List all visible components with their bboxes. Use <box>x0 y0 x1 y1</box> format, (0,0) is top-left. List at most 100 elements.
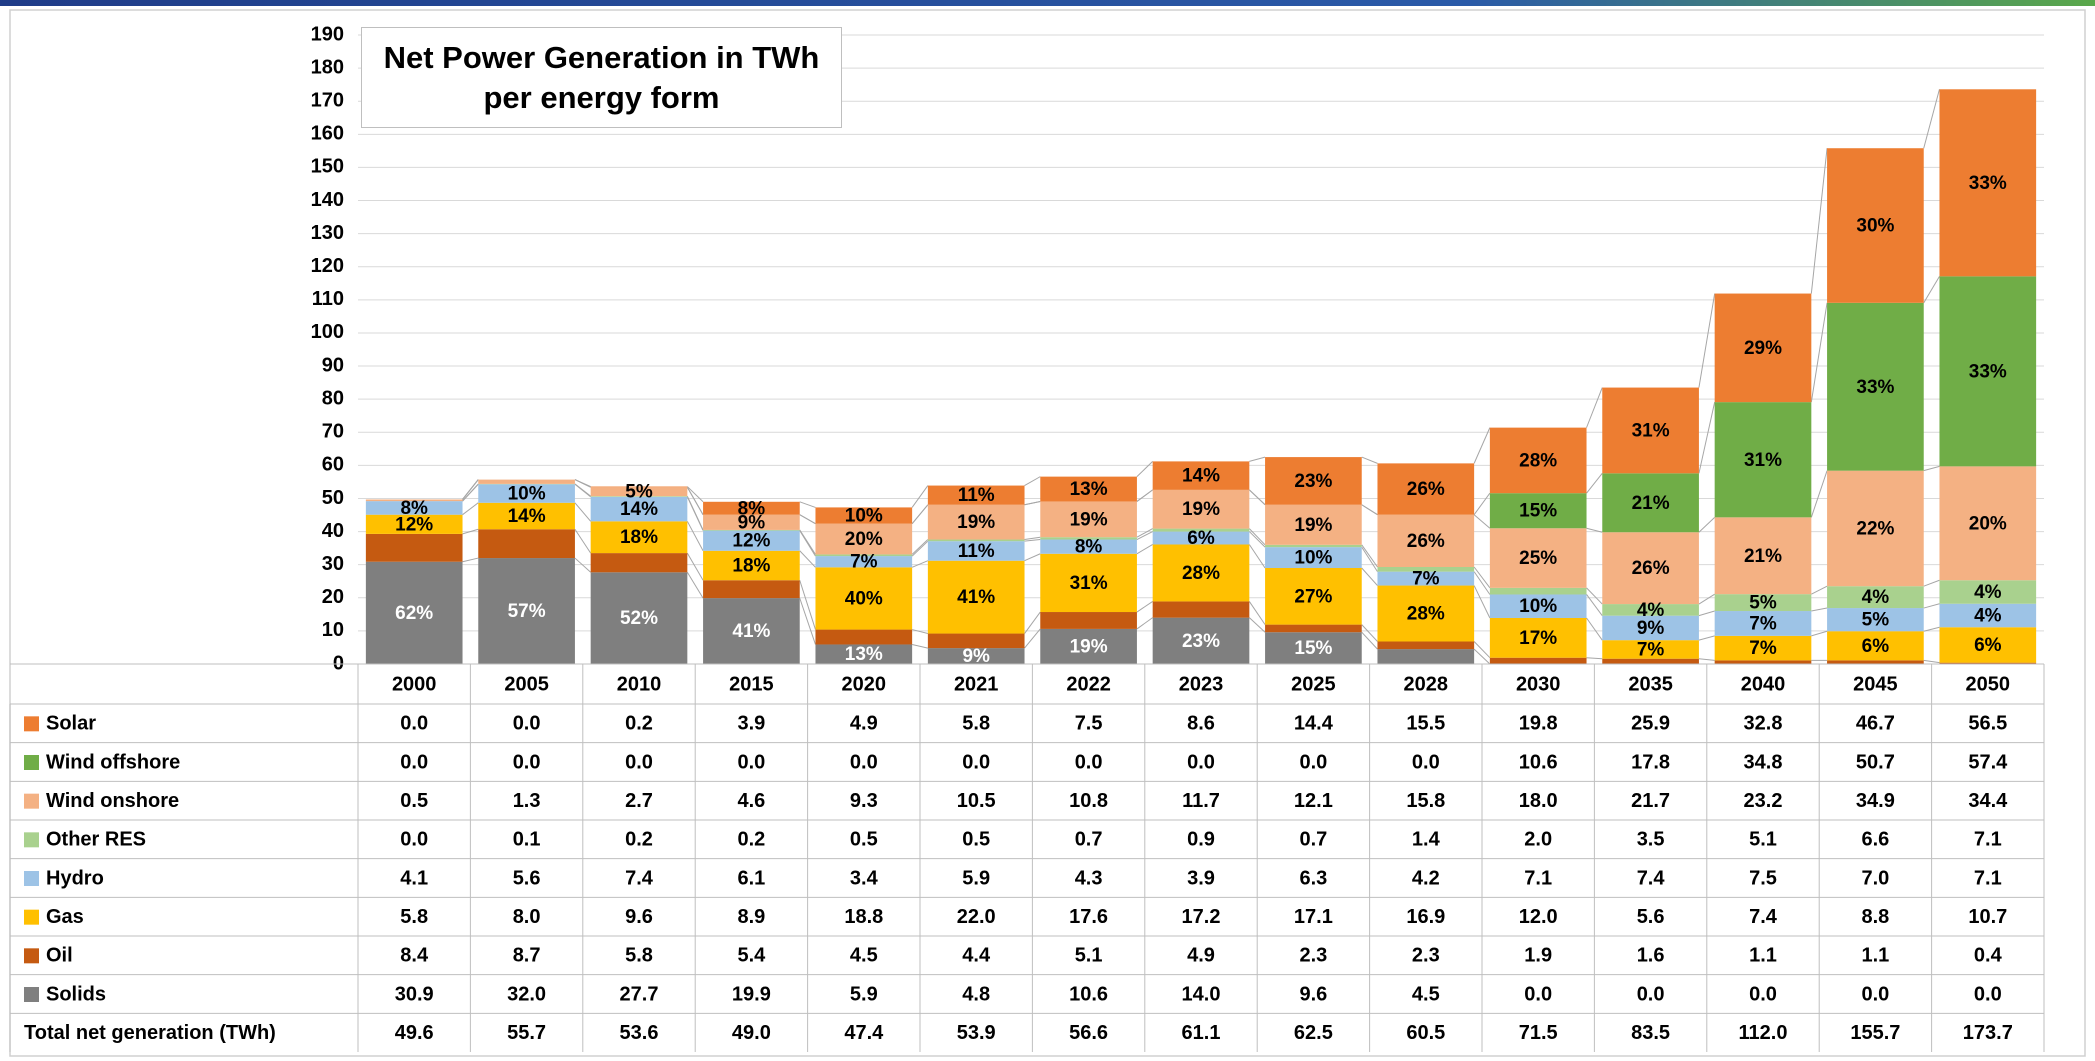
share-label: 19% <box>1070 636 1108 657</box>
series-line <box>686 572 704 599</box>
legend-swatch <box>24 832 39 848</box>
y-tick-label: 70 <box>322 421 344 443</box>
table-cell: 16.9 <box>1406 906 1445 928</box>
y-tick-label: 160 <box>311 123 344 145</box>
table-cell: 1.3 <box>513 790 541 812</box>
table-cell: 6.1 <box>737 867 765 889</box>
table-cell: 0.5 <box>962 829 990 851</box>
share-label: 26% <box>1407 479 1445 500</box>
share-label: 9% <box>738 512 766 533</box>
series-line <box>686 486 704 503</box>
bar-segment <box>1827 660 1924 664</box>
share-label: 22% <box>1856 518 1894 539</box>
share-label: 5% <box>625 482 653 503</box>
share-label: 7% <box>1749 613 1777 634</box>
table-cell: 11.7 <box>1182 790 1220 812</box>
series-line <box>1248 528 1266 546</box>
x-tick-label: 2035 <box>1628 673 1673 695</box>
share-label: 7% <box>1412 569 1440 590</box>
table-cell: 5.8 <box>625 945 653 967</box>
series-line <box>1473 571 1491 595</box>
series-line <box>1698 658 1715 661</box>
series-line <box>1923 465 1940 472</box>
bar-segment <box>1377 514 1475 568</box>
table-cell: 0.0 <box>513 751 541 773</box>
y-tick-label: 150 <box>311 156 344 178</box>
series-line <box>911 504 929 524</box>
share-label: 10% <box>1519 596 1557 617</box>
share-label: 21% <box>1632 493 1670 514</box>
series-line <box>1811 630 1828 637</box>
table-cell: 0.5 <box>850 829 878 851</box>
bar-segment <box>927 504 1025 540</box>
table-cell: 0.0 <box>1187 751 1215 773</box>
share-label: 4% <box>1974 582 2002 603</box>
bar-segment <box>815 567 913 630</box>
x-tick-label: 2030 <box>1516 673 1561 695</box>
table-cell: 8.4 <box>400 945 429 967</box>
series-line <box>1923 579 1940 587</box>
table-cell: 14.0 <box>1182 983 1221 1005</box>
table-cell: 0.2 <box>737 829 765 851</box>
table-cell: 0.4 <box>1974 945 2003 967</box>
series-line <box>1473 427 1491 464</box>
share-label: 52% <box>620 608 658 629</box>
series-line <box>1136 617 1153 630</box>
bar-segment <box>1152 601 1250 618</box>
table-cell: 19.8 <box>1519 713 1558 735</box>
series-line <box>574 483 591 497</box>
table-cell: 2.7 <box>625 790 653 812</box>
series-line <box>1923 603 1940 609</box>
table-cell: 8.8 <box>1861 906 1889 928</box>
bar-segment <box>590 487 688 497</box>
table-cell: 0.0 <box>1412 751 1440 773</box>
table-cell: 4.5 <box>850 945 878 967</box>
total-cell: 60.5 <box>1406 1022 1445 1044</box>
table-cell: 4.4 <box>962 945 991 967</box>
bar-segment <box>1939 580 2037 604</box>
series-line <box>686 486 704 515</box>
legend-label: Gas <box>46 906 84 928</box>
legend-swatch <box>24 871 39 886</box>
series-line <box>1586 657 1603 660</box>
table-cell: 5.8 <box>400 906 428 928</box>
bar-segment <box>1377 463 1475 515</box>
table-cell: 10.6 <box>1519 751 1558 773</box>
bar-segment <box>1602 640 1699 659</box>
share-label: 9% <box>1637 618 1665 639</box>
table-cell: 0.0 <box>850 751 878 773</box>
table-cell: 0.7 <box>1075 829 1103 851</box>
table-cell: 25.9 <box>1631 713 1670 735</box>
share-label: 4% <box>1974 606 2002 627</box>
y-tick-label: 20 <box>322 586 344 608</box>
table-cell: 5.6 <box>1637 906 1665 928</box>
bar-segment <box>1152 544 1250 602</box>
bar-segment <box>703 598 800 664</box>
bar-segment <box>1489 587 1587 595</box>
series-line <box>1473 514 1491 529</box>
table-cell: 8.7 <box>513 945 541 967</box>
share-label: 20% <box>1969 513 2007 534</box>
series-line <box>1361 504 1378 516</box>
y-tick-label: 80 <box>322 387 344 409</box>
bar-segment <box>927 541 1025 561</box>
table-cell: 9.6 <box>625 906 653 928</box>
table-cell: 4.1 <box>400 867 428 889</box>
bar-segment <box>478 484 575 503</box>
share-label: 14% <box>620 499 658 520</box>
series-line <box>1136 461 1154 477</box>
bar-segment <box>478 502 575 530</box>
bar-segment <box>1377 571 1475 586</box>
series-line <box>1810 302 1828 403</box>
share-label: 31% <box>1632 420 1670 441</box>
bar-segment <box>1040 553 1137 613</box>
series-line <box>799 514 816 525</box>
table-cell: 4.6 <box>737 790 765 812</box>
y-tick-label: 170 <box>311 89 344 111</box>
share-label: 57% <box>508 601 546 622</box>
table-cell: 3.5 <box>1637 829 1665 851</box>
share-label: 28% <box>1182 563 1220 584</box>
series-line <box>462 479 479 500</box>
y-tick-label: 140 <box>311 189 344 211</box>
